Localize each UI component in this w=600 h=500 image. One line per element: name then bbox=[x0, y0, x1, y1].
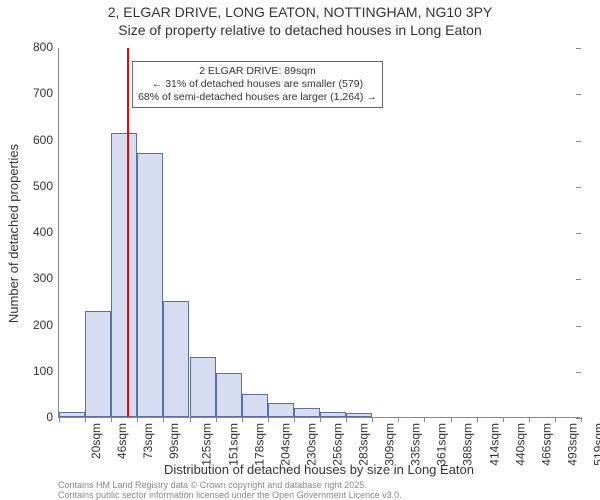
x-tick-label: 466sqm bbox=[539, 423, 553, 466]
footer-line-1: Contains HM Land Registry data © Crown c… bbox=[58, 480, 402, 490]
x-tick-mark bbox=[242, 417, 243, 422]
y-tick-label: 200 bbox=[33, 318, 59, 332]
x-tick-mark bbox=[294, 417, 295, 422]
x-tick-label: 204sqm bbox=[278, 423, 292, 466]
x-tick-mark bbox=[451, 417, 452, 422]
x-tick-label: 414sqm bbox=[487, 423, 501, 466]
y-tick-label: 500 bbox=[33, 179, 59, 193]
chart-footer: Contains HM Land Registry data © Crown c… bbox=[58, 480, 402, 500]
histogram-bar bbox=[85, 311, 111, 417]
histogram-bar bbox=[59, 412, 85, 417]
y-tick-mark bbox=[576, 233, 581, 234]
y-tick-label: 300 bbox=[33, 271, 59, 285]
x-tick-mark bbox=[59, 417, 60, 422]
y-tick-label: 400 bbox=[33, 225, 59, 239]
histogram-bar bbox=[137, 153, 163, 417]
x-tick-label: 388sqm bbox=[461, 423, 475, 466]
x-tick-mark bbox=[85, 417, 86, 422]
x-tick-mark bbox=[346, 417, 347, 422]
x-tick-label: 125sqm bbox=[200, 423, 214, 466]
x-tick-label: 493sqm bbox=[566, 423, 580, 466]
plot-area: 010020030040050060070080020sqm46sqm73sqm… bbox=[58, 48, 580, 418]
x-tick-mark bbox=[529, 417, 530, 422]
x-tick-label: 309sqm bbox=[383, 423, 397, 466]
y-tick-mark bbox=[576, 141, 581, 142]
reference-line bbox=[127, 48, 129, 417]
y-tick-label: 600 bbox=[33, 133, 59, 147]
y-tick-mark bbox=[576, 94, 581, 95]
histogram-bar bbox=[163, 301, 189, 417]
y-tick-label: 700 bbox=[33, 86, 59, 100]
annotation-line: 2 ELGAR DRIVE: 89sqm bbox=[138, 65, 377, 78]
y-tick-label: 100 bbox=[33, 364, 59, 378]
chart-title-address: 2, ELGAR DRIVE, LONG EATON, NOTTINGHAM, … bbox=[0, 4, 600, 22]
x-tick-mark bbox=[320, 417, 321, 422]
x-tick-label: 440sqm bbox=[513, 423, 527, 466]
x-tick-mark bbox=[503, 417, 504, 422]
histogram-bar bbox=[294, 408, 320, 417]
x-tick-mark bbox=[424, 417, 425, 422]
x-tick-label: 178sqm bbox=[252, 423, 266, 466]
x-tick-mark bbox=[555, 417, 556, 422]
x-tick-mark bbox=[477, 417, 478, 422]
y-tick-mark bbox=[576, 326, 581, 327]
x-tick-label: 283sqm bbox=[357, 423, 371, 466]
y-tick-label: 800 bbox=[33, 40, 59, 54]
histogram-chart: 2, ELGAR DRIVE, LONG EATON, NOTTINGHAM, … bbox=[0, 4, 600, 500]
y-tick-mark bbox=[576, 279, 581, 280]
footer-line-2: Contains public sector information licen… bbox=[58, 490, 402, 500]
y-tick-mark bbox=[576, 372, 581, 373]
x-tick-label: 73sqm bbox=[141, 423, 155, 459]
histogram-bar bbox=[216, 373, 242, 417]
x-tick-mark bbox=[372, 417, 373, 422]
x-tick-label: 99sqm bbox=[167, 423, 181, 459]
histogram-bar bbox=[268, 403, 294, 417]
histogram-bar bbox=[190, 357, 216, 417]
x-tick-label: 230sqm bbox=[305, 423, 319, 466]
histogram-bar bbox=[111, 133, 137, 417]
y-axis-label: Number of detached properties bbox=[6, 48, 22, 418]
y-tick-label: 0 bbox=[46, 410, 59, 424]
x-tick-label: 519sqm bbox=[592, 423, 600, 466]
x-tick-label: 20sqm bbox=[89, 423, 103, 459]
histogram-bar bbox=[346, 413, 372, 417]
x-tick-mark bbox=[581, 417, 582, 422]
annotation-line: ← 31% of detached houses are smaller (57… bbox=[138, 78, 377, 91]
x-tick-label: 46sqm bbox=[115, 423, 129, 459]
y-tick-mark bbox=[576, 48, 581, 49]
annotation-box: 2 ELGAR DRIVE: 89sqm← 31% of detached ho… bbox=[132, 61, 383, 108]
x-tick-mark bbox=[398, 417, 399, 422]
x-tick-mark bbox=[268, 417, 269, 422]
x-axis-label: Distribution of detached houses by size … bbox=[58, 462, 580, 477]
x-tick-mark bbox=[216, 417, 217, 422]
x-tick-label: 256sqm bbox=[331, 423, 345, 466]
x-tick-mark bbox=[111, 417, 112, 422]
histogram-bar bbox=[242, 394, 268, 417]
x-tick-label: 361sqm bbox=[435, 423, 449, 466]
x-tick-label: 335sqm bbox=[409, 423, 423, 466]
chart-subtitle: Size of property relative to detached ho… bbox=[0, 22, 600, 40]
x-tick-label: 151sqm bbox=[226, 423, 240, 466]
x-tick-mark bbox=[137, 417, 138, 422]
x-tick-mark bbox=[190, 417, 191, 422]
annotation-line: 68% of semi-detached houses are larger (… bbox=[138, 91, 377, 104]
x-tick-mark bbox=[163, 417, 164, 422]
histogram-bar bbox=[320, 412, 346, 417]
y-tick-mark bbox=[576, 187, 581, 188]
